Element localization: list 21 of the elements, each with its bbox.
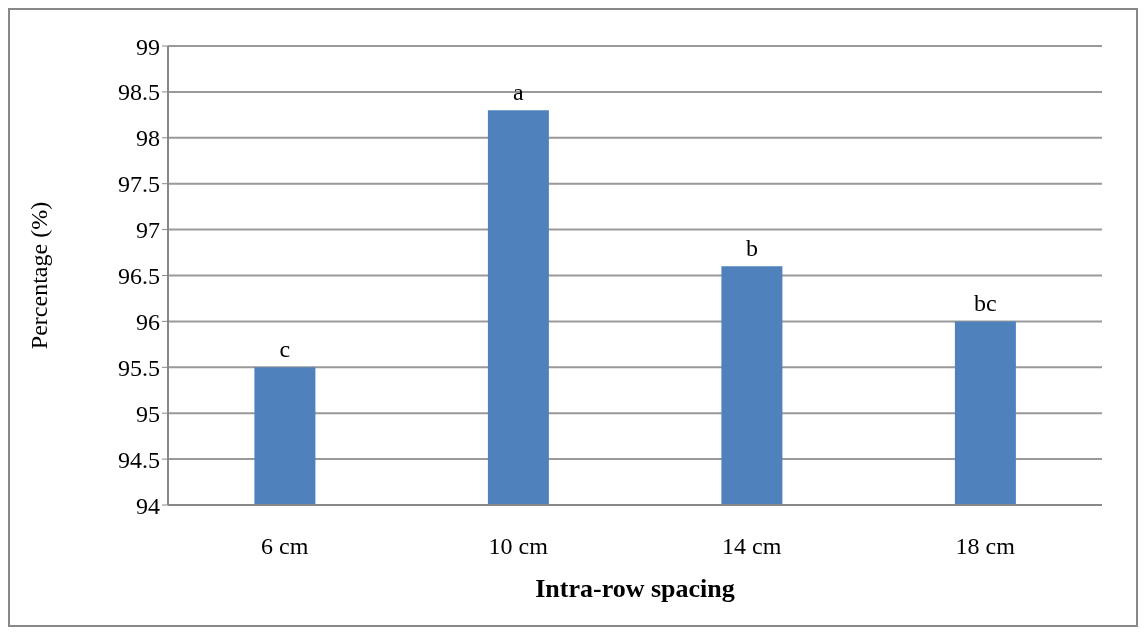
- x-tick-label: 6 cm: [261, 533, 309, 560]
- y-tick-label: 94: [136, 492, 160, 519]
- y-tick-label: 98.5: [118, 79, 160, 106]
- data-label: a: [513, 79, 525, 106]
- data-label: bc: [974, 290, 997, 317]
- y-tick-label: 95.5: [118, 354, 160, 381]
- y-tick-label: 96.5: [118, 263, 160, 290]
- y-tick-label: 96: [136, 308, 160, 335]
- y-tick-label: 97: [136, 217, 160, 244]
- y-axis-title: Percentage (%): [25, 201, 52, 350]
- x-axis-title: Intra-row spacing: [535, 574, 735, 603]
- y-tick-label: 94.5: [118, 446, 160, 473]
- x-tick-label: 10 cm: [488, 533, 549, 560]
- y-tick-label: 95: [136, 400, 160, 427]
- y-tick-label: 97.5: [118, 171, 160, 198]
- x-tick-label: 18 cm: [955, 533, 1016, 560]
- data-label: b: [745, 235, 758, 262]
- y-tick-label: 98: [136, 125, 160, 152]
- x-tick-label: 14 cm: [722, 533, 782, 560]
- y-tick-label: 99: [136, 33, 160, 60]
- data-label: c: [279, 336, 291, 363]
